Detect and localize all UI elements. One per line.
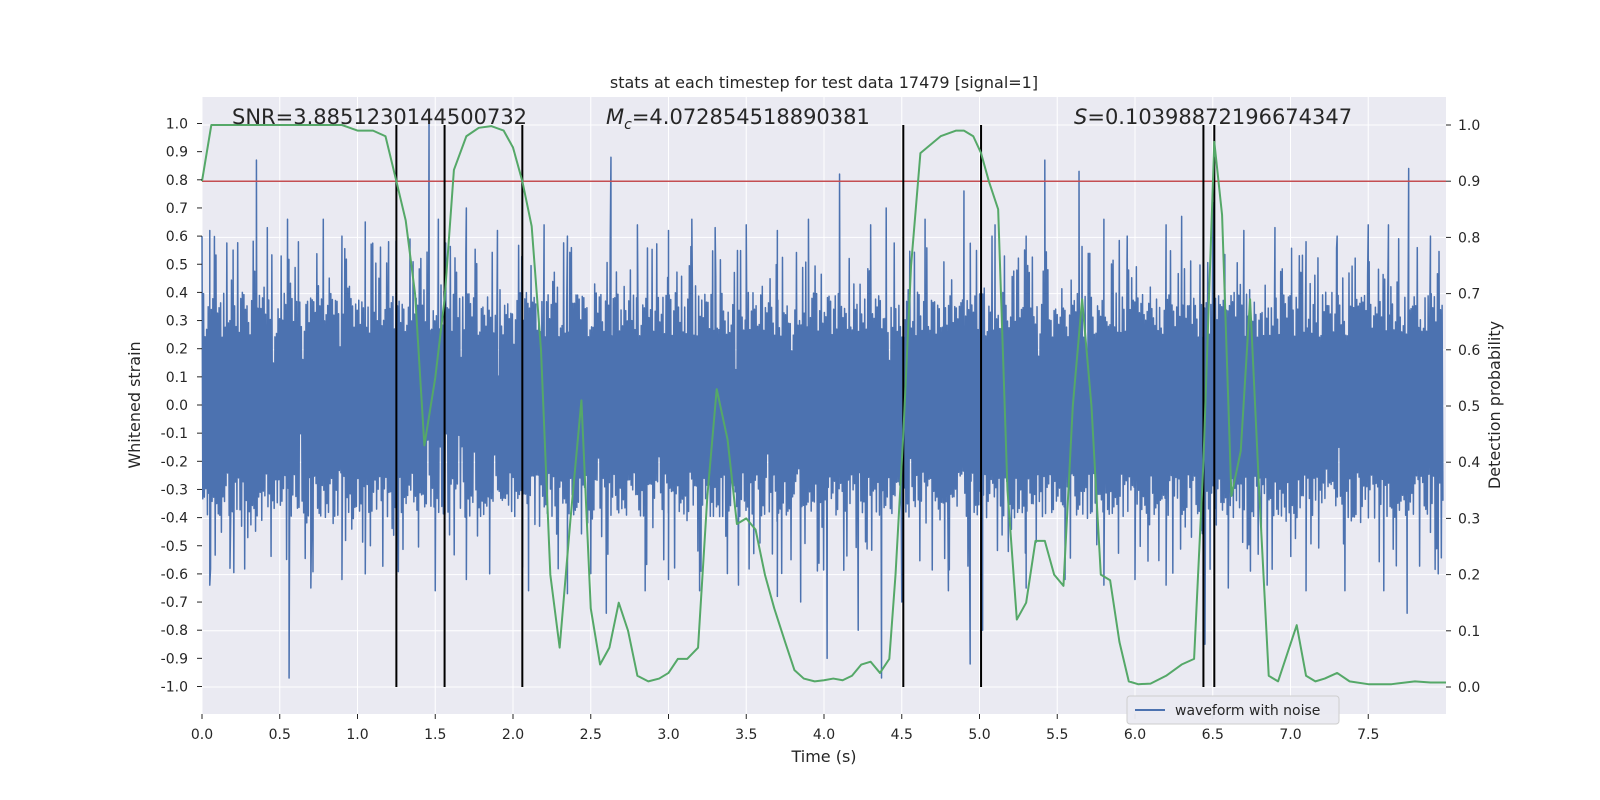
y-tick-label: -0.7 (161, 595, 188, 611)
y-tick-label: 0.0 (166, 398, 188, 414)
y-tick-label: -0.5 (161, 539, 188, 555)
y2-tick-label: 0.2 (1458, 568, 1480, 584)
y-tick-label: 0.5 (166, 257, 188, 273)
x-tick-label: 7.5 (1357, 727, 1379, 743)
chart-title: stats at each timestep for test data 174… (610, 73, 1038, 92)
y-tick-label: -0.3 (161, 482, 188, 498)
s-annotation: S=0.10398872196674347 (1074, 105, 1352, 129)
y-tick-label: -0.4 (161, 511, 188, 527)
y-axis-ticks: 1.0 0.9 0.8 0.7 0.6 0.5 0.4 0.3 0.2 0.1 0.0 -0.1 -0.… (161, 117, 202, 696)
x-tick-label: 0.0 (191, 727, 213, 743)
y-tick-label: 0.7 (166, 201, 188, 217)
chirp-mass-subscript: c (624, 117, 632, 133)
y-tick-label: -0.8 (161, 623, 188, 639)
y2-axis-label: Detection probability (1485, 321, 1504, 489)
x-tick-label: 1.0 (346, 727, 368, 743)
legend-box (1126, 695, 1340, 725)
x-tick-label: 2.5 (580, 727, 602, 743)
legend-label: waveform with noise (1175, 703, 1320, 719)
waveform-line (201, 122, 1444, 679)
probability-series (201, 124, 1446, 686)
y-tick-label: 0.6 (166, 229, 188, 245)
vertical-markers (395, 125, 1216, 687)
y-tick-label: 0.8 (166, 173, 188, 189)
x-tick-label: 6.0 (1124, 727, 1146, 743)
y-tick-label: 1.0 (166, 117, 188, 133)
y-tick-label: 0.3 (166, 314, 188, 330)
y-tick-label: 0.9 (166, 145, 188, 161)
y2-tick-label: 0.0 (1458, 680, 1480, 696)
s-symbol: S (1074, 105, 1087, 129)
chirp-mass-symbol: M (606, 105, 624, 129)
x-tick-label: 5.5 (1046, 727, 1068, 743)
x-tick-label: 2.0 (502, 727, 524, 743)
x-tick-label: 5.0 (968, 727, 990, 743)
y2-tick-label: 0.8 (1458, 230, 1480, 246)
y-tick-label: -0.1 (161, 426, 188, 442)
y2-tick-label: 1.0 (1458, 118, 1480, 134)
x-tick-label: 3.5 (735, 727, 757, 743)
waveform-series (201, 122, 1444, 679)
y2-tick-label: 0.5 (1458, 399, 1480, 415)
chirp-mass-value: =4.072854518890381 (632, 105, 870, 129)
s-value: =0.10398872196674347 (1087, 105, 1352, 129)
y-tick-label: -0.6 (161, 567, 188, 583)
x-axis-ticks: 0.0 0.5 1.0 1.5 2.0 2.5 3.0 3.5 4.0 4.5 5.0 5.5 6.0 6… (191, 714, 1379, 743)
y2-tick-label: 0.9 (1458, 174, 1480, 190)
probability-line (201, 124, 1446, 686)
y-tick-label: -0.2 (161, 454, 188, 470)
y2-tick-label: 0.1 (1458, 624, 1480, 640)
x-axis-label: Time (s) (790, 747, 856, 766)
y2-axis-ticks: 1.0 0.9 0.8 0.7 0.6 0.5 0.4 0.3 0.2 0.1 0.0 (1446, 118, 1480, 696)
y-tick-label: 0.1 (166, 370, 188, 386)
x-tick-label: 3.0 (657, 727, 679, 743)
x-tick-label: 1.5 (424, 727, 446, 743)
x-tick-label: 6.5 (1202, 727, 1224, 743)
y2-tick-label: 0.3 (1458, 511, 1480, 527)
y2-tick-label: 0.4 (1458, 455, 1480, 471)
y2-tick-label: 0.7 (1458, 287, 1480, 303)
y-tick-label: -1.0 (161, 680, 188, 696)
y-tick-label: 0.2 (166, 342, 188, 358)
x-tick-label: 0.5 (269, 727, 291, 743)
chirp-mass-annotation: Mc=4.072854518890381 (606, 105, 870, 133)
x-tick-label: 7.0 (1279, 727, 1301, 743)
legend: waveform with noise (1126, 695, 1340, 725)
x-tick-label: 4.0 (813, 727, 835, 743)
y-axis-label: Whitened strain (125, 341, 144, 468)
snr-annotation: SNR=3.8851230144500732 (232, 105, 527, 129)
y-tick-label: 0.4 (166, 285, 188, 301)
y-tick-label: -0.9 (161, 651, 188, 667)
x-tick-label: 4.5 (891, 727, 913, 743)
y2-tick-label: 0.6 (1458, 343, 1480, 359)
